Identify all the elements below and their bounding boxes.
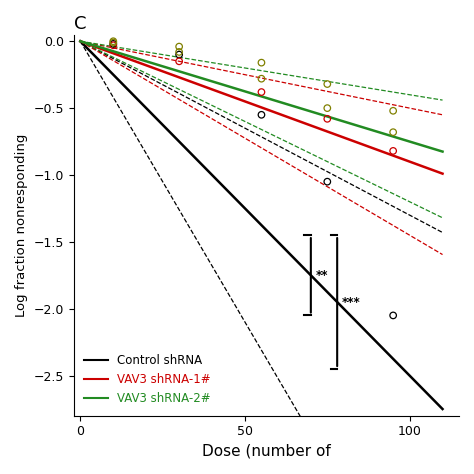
Point bbox=[258, 88, 265, 96]
Point bbox=[324, 80, 331, 88]
Point bbox=[109, 40, 117, 48]
Point bbox=[258, 75, 265, 82]
Point bbox=[324, 178, 331, 185]
Point bbox=[175, 51, 183, 58]
Point bbox=[389, 147, 397, 155]
Point bbox=[389, 107, 397, 115]
Point bbox=[324, 115, 331, 123]
Point bbox=[389, 311, 397, 319]
Point bbox=[109, 37, 117, 45]
Point bbox=[175, 48, 183, 56]
Point bbox=[258, 59, 265, 66]
Text: ***: *** bbox=[342, 296, 361, 309]
Text: C: C bbox=[74, 15, 86, 33]
Point bbox=[109, 39, 117, 46]
X-axis label: Dose (number of: Dose (number of bbox=[202, 444, 331, 459]
Y-axis label: Log fraction nonresponding: Log fraction nonresponding bbox=[15, 134, 28, 317]
Point bbox=[324, 104, 331, 112]
Legend: Control shRNA, VAV3 shRNA-1#, VAV3 shRNA-2#: Control shRNA, VAV3 shRNA-1#, VAV3 shRNA… bbox=[80, 349, 216, 410]
Point bbox=[175, 57, 183, 65]
Point bbox=[175, 43, 183, 50]
Point bbox=[109, 41, 117, 49]
Point bbox=[389, 128, 397, 136]
Text: **: ** bbox=[316, 269, 328, 282]
Point bbox=[258, 111, 265, 118]
